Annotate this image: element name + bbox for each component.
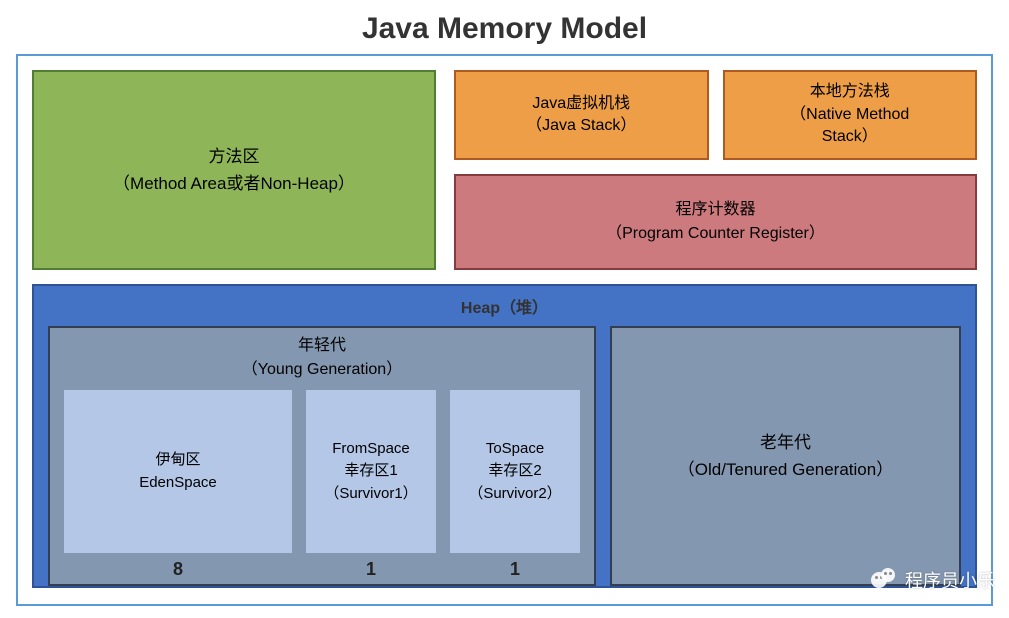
eden-label-en: EdenSpace <box>139 472 217 495</box>
old-gen-label-en: （Old/Tenured Generation） <box>678 456 893 483</box>
survivor2-label-2: 幸存区2 <box>488 460 541 483</box>
pc-register-label-cn: 程序计数器 <box>675 198 755 222</box>
method-area-label-cn: 方法区 <box>209 143 260 170</box>
old-gen-label-cn: 老年代 <box>760 429 811 456</box>
method-area-box: 方法区 （Method Area或者Non-Heap） <box>32 70 436 270</box>
native-stack-label-cn: 本地方法栈 <box>810 81 890 103</box>
survivor1-ratio: 1 <box>304 555 438 580</box>
right-column: Java虚拟机栈 （Java Stack） 本地方法栈 （Native Meth… <box>454 70 977 270</box>
heap-title: Heap（堆） <box>48 292 961 326</box>
old-generation-box: 老年代 （Old/Tenured Generation） <box>610 326 961 586</box>
eden-label-cn: 伊甸区 <box>155 449 200 472</box>
young-gen-label-en: （Young Generation） <box>62 358 582 382</box>
survivor2-box: ToSpace 幸存区2 （Survivor2） <box>448 388 582 555</box>
native-stack-label-en1: （Native Method <box>790 104 909 126</box>
java-stack-label-cn: Java虚拟机栈 <box>532 93 630 115</box>
top-row: 方法区 （Method Area或者Non-Heap） Java虚拟机栈 （Ja… <box>32 70 977 270</box>
survivor1-label-3: （Survivor1） <box>324 483 417 506</box>
young-gen-title: 年轻代 （Young Generation） <box>62 334 582 388</box>
eden-space-box: 伊甸区 EdenSpace <box>62 388 294 555</box>
diagram-title: Java Memory Model <box>0 0 1009 54</box>
survivor2-column: ToSpace 幸存区2 （Survivor2） 1 <box>448 388 582 580</box>
pc-register-box: 程序计数器 （Program Counter Register） <box>454 174 977 270</box>
survivor1-label-2: 幸存区1 <box>344 460 397 483</box>
heap-box: Heap（堆） 年轻代 （Young Generation） 伊甸区 EdenS… <box>32 284 977 588</box>
watermark: 程序员小乐 <box>871 566 995 594</box>
young-generation-box: 年轻代 （Young Generation） 伊甸区 EdenSpace 8 F… <box>48 326 596 586</box>
survivor2-label-3: （Survivor2） <box>468 483 561 506</box>
survivor1-box: FromSpace 幸存区1 （Survivor1） <box>304 388 438 555</box>
native-stack-label-en2: Stack） <box>822 126 878 148</box>
method-area-label-en: （Method Area或者Non-Heap） <box>113 170 355 197</box>
java-stack-label-en: （Java Stack） <box>526 115 636 137</box>
young-spaces-row: 伊甸区 EdenSpace 8 FromSpace 幸存区1 （Survivor… <box>62 388 582 580</box>
survivor1-label-1: FromSpace <box>332 438 410 461</box>
wechat-icon <box>871 566 899 594</box>
native-stack-box: 本地方法栈 （Native Method Stack） <box>723 70 978 160</box>
pc-register-label-en: （Program Counter Register） <box>606 222 825 246</box>
eden-column: 伊甸区 EdenSpace 8 <box>62 388 294 580</box>
watermark-text: 程序员小乐 <box>905 567 995 593</box>
survivor1-column: FromSpace 幸存区1 （Survivor1） 1 <box>304 388 438 580</box>
eden-ratio: 8 <box>62 555 294 580</box>
survivor2-label-1: ToSpace <box>486 438 544 461</box>
jmm-outer-box: 方法区 （Method Area或者Non-Heap） Java虚拟机栈 （Ja… <box>16 54 993 606</box>
survivor2-ratio: 1 <box>448 555 582 580</box>
heap-content: 年轻代 （Young Generation） 伊甸区 EdenSpace 8 F… <box>48 326 961 586</box>
young-gen-label-cn: 年轻代 <box>62 334 582 358</box>
stacks-row: Java虚拟机栈 （Java Stack） 本地方法栈 （Native Meth… <box>454 70 977 160</box>
java-stack-box: Java虚拟机栈 （Java Stack） <box>454 70 709 160</box>
